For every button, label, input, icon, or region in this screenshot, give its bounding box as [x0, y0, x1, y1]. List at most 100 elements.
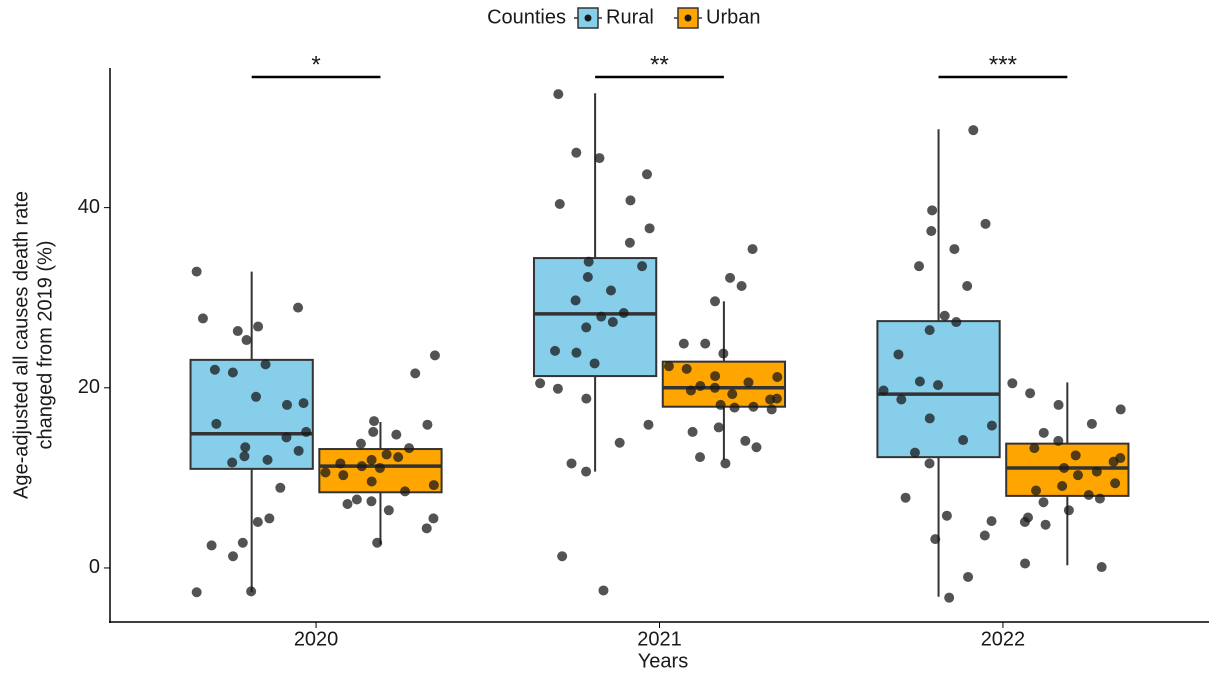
data-point: [641, 169, 652, 180]
y-tick-label: 20: [78, 376, 100, 398]
data-point: [338, 470, 349, 481]
data-point: [589, 358, 600, 369]
data-point: [743, 377, 754, 388]
data-point: [372, 537, 383, 548]
data-point: [678, 338, 689, 349]
data-point: [748, 401, 759, 412]
data-point: [893, 349, 904, 360]
data-point: [644, 223, 655, 234]
data-point: [260, 359, 271, 370]
data-point: [566, 458, 577, 469]
data-point: [393, 452, 404, 463]
data-point: [429, 350, 440, 361]
box: [532, 257, 658, 378]
x-tick-label: 2022: [981, 628, 1026, 650]
significance-label: ***: [989, 51, 1017, 78]
data-point: [596, 311, 607, 322]
data-point: [725, 272, 736, 283]
data-point: [594, 153, 605, 164]
data-point: [374, 462, 385, 473]
data-point: [979, 530, 990, 541]
data-point: [637, 261, 648, 272]
significance-label: **: [650, 51, 669, 78]
data-point: [1094, 493, 1105, 504]
data-point: [264, 513, 275, 524]
data-point: [1072, 470, 1083, 481]
data-point: [227, 457, 238, 468]
data-point: [766, 404, 777, 415]
data-point: [583, 256, 594, 267]
data-point: [535, 378, 546, 389]
data-point: [293, 302, 304, 313]
data-point: [356, 461, 367, 472]
data-point: [366, 496, 377, 507]
data-point: [368, 426, 379, 437]
data-point: [228, 551, 239, 562]
data-point: [197, 313, 208, 324]
data-point: [1059, 462, 1070, 473]
data-point: [421, 523, 432, 534]
data-point: [900, 492, 911, 503]
data-point: [246, 586, 257, 597]
data-point: [298, 398, 309, 409]
data-point: [428, 480, 439, 491]
data-point: [553, 89, 564, 100]
data-point: [422, 419, 433, 430]
data-point: [410, 368, 421, 379]
data-point: [614, 437, 625, 448]
data-point: [624, 237, 635, 248]
data-point: [718, 348, 729, 359]
data-point: [924, 325, 935, 336]
data-point: [1053, 399, 1064, 410]
data-point: [963, 571, 974, 582]
y-axis-label: Age-adjusted all causes death rate: [10, 191, 32, 499]
data-point: [765, 394, 776, 405]
data-point: [663, 361, 674, 372]
data-point: [1019, 517, 1030, 528]
data-point: [570, 295, 581, 306]
data-point: [1070, 450, 1081, 461]
data-point: [351, 494, 362, 505]
data-point: [710, 296, 721, 307]
data-point: [1031, 485, 1042, 496]
data-point: [930, 534, 941, 545]
y-tick-label: 0: [89, 556, 100, 578]
data-point: [727, 389, 738, 400]
data-point: [232, 326, 243, 337]
data-point: [1108, 456, 1119, 467]
data-point: [581, 466, 592, 477]
data-point: [986, 420, 997, 431]
data-point: [687, 426, 698, 437]
data-point: [369, 416, 380, 427]
data-point: [740, 435, 751, 446]
data-point: [400, 486, 411, 497]
data-point: [281, 432, 292, 443]
data-point: [941, 510, 952, 521]
data-point: [227, 367, 238, 378]
data-point: [251, 391, 262, 402]
data-point: [1063, 505, 1074, 516]
data-point: [320, 467, 331, 478]
significance-label: *: [311, 51, 320, 78]
data-point: [571, 147, 582, 158]
legend-label: Urban: [706, 6, 760, 28]
data-point: [1029, 443, 1040, 454]
legend-title: Counties: [487, 6, 566, 28]
data-point: [209, 364, 220, 375]
data-point: [582, 271, 593, 282]
data-point: [1038, 427, 1049, 438]
data-point: [381, 449, 392, 460]
data-point: [557, 551, 568, 562]
data-point: [958, 435, 969, 446]
data-point: [206, 540, 217, 551]
data-point: [878, 385, 889, 396]
data-point: [581, 322, 592, 333]
data-point: [191, 266, 202, 277]
data-point: [924, 458, 935, 469]
data-point: [366, 476, 377, 487]
data-point: [581, 393, 592, 404]
data-point: [366, 454, 377, 465]
data-point: [301, 426, 312, 437]
data-point: [980, 218, 991, 229]
data-point: [927, 205, 938, 216]
